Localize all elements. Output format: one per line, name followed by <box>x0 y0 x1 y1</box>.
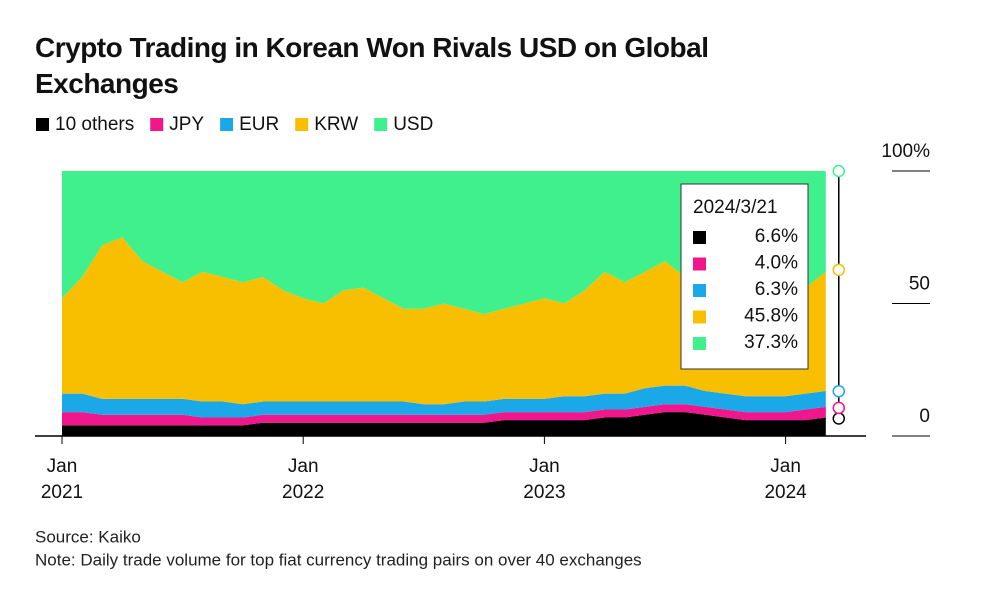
tooltip-date: 2024/3/21 <box>693 197 778 218</box>
legend-swatch <box>36 118 49 131</box>
x-tick-label: Jan <box>288 456 319 477</box>
tooltip-value: 45.8% <box>744 306 798 327</box>
x-tick-label: 2023 <box>523 482 565 503</box>
y-tick-label: 0 <box>919 406 930 427</box>
legend-swatch <box>220 118 234 131</box>
area <box>62 385 826 418</box>
tooltip-dot <box>832 263 846 277</box>
x-tick-label: 2021 <box>41 482 83 503</box>
tooltip-dot <box>832 401 846 415</box>
legend-label: EUR <box>239 114 279 135</box>
legend-label: USD <box>393 114 433 135</box>
x-tick-label: Jan <box>529 456 560 477</box>
tooltip-swatch <box>693 231 706 244</box>
y-tick-label: 100% <box>881 141 930 162</box>
legend-label: KRW <box>314 114 358 135</box>
legend-swatch <box>374 118 388 131</box>
legend-label: 10 others <box>55 114 134 135</box>
x-tick-label: Jan <box>770 456 801 477</box>
source: Source: Kaiko <box>35 527 141 546</box>
tooltip-dot <box>832 412 846 425</box>
tooltip-value: 4.0% <box>755 253 798 274</box>
tooltip-swatch <box>693 310 706 324</box>
y-tick-label: 50 <box>909 274 930 295</box>
tooltip-dot <box>832 384 846 398</box>
x-tick-label: 2024 <box>764 482 807 503</box>
legend-label: JPY <box>169 114 204 135</box>
chart-title: Crypto Trading in Korean Won Rivals USD … <box>35 32 709 99</box>
tooltip-dot <box>832 164 846 178</box>
x-tick-label: 2022 <box>282 482 324 503</box>
note: Note: Daily trade volume for top fiat cu… <box>35 550 642 569</box>
area <box>62 412 826 436</box>
area <box>62 171 826 315</box>
legend-swatch <box>150 118 164 131</box>
tooltip-swatch <box>693 257 706 271</box>
tooltip-swatch <box>693 337 706 350</box>
tooltip-swatch <box>693 284 706 297</box>
tooltip-value: 6.6% <box>755 226 798 247</box>
tooltip-value: 6.3% <box>755 279 798 300</box>
area <box>62 237 826 405</box>
legend-swatch <box>295 118 309 131</box>
x-tick-label: Jan <box>47 456 78 477</box>
tooltip-value: 37.3% <box>744 332 798 353</box>
